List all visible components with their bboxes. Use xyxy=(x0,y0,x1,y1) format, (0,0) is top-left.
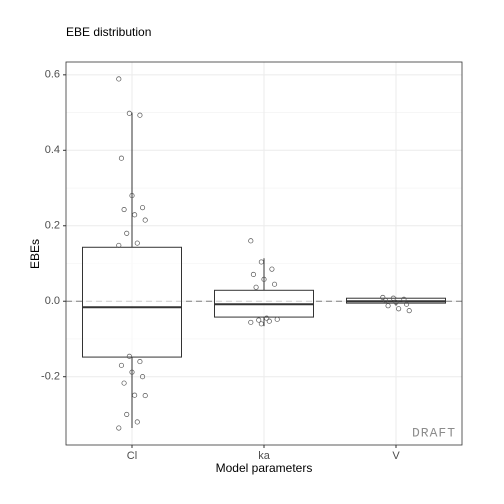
x-tick-label: V xyxy=(392,450,400,462)
data-point xyxy=(393,299,399,305)
data-point xyxy=(137,359,143,365)
y-tick-label: 0.6 xyxy=(45,69,60,81)
y-tick-label: 0.0 xyxy=(45,295,60,307)
x-tick-label: Cl xyxy=(127,450,137,462)
data-point xyxy=(116,76,122,82)
data-point xyxy=(142,393,148,399)
data-point xyxy=(390,295,396,301)
y-tick-label: -0.2 xyxy=(41,371,60,383)
data-point xyxy=(126,110,132,116)
data-point xyxy=(385,303,391,309)
data-point xyxy=(124,230,130,236)
data-point xyxy=(266,318,272,324)
data-point xyxy=(274,316,280,322)
y-tick-label: 0.2 xyxy=(45,220,60,232)
data-point xyxy=(134,240,140,246)
data-point xyxy=(116,425,122,431)
data-point xyxy=(248,319,254,325)
data-point xyxy=(129,193,135,199)
data-point xyxy=(258,321,264,327)
data-point xyxy=(272,281,278,287)
data-point xyxy=(132,212,138,218)
data-point xyxy=(134,419,140,425)
y-tick-label: 0.4 xyxy=(45,144,60,156)
data-point xyxy=(404,301,410,307)
data-point xyxy=(124,411,130,417)
x-axis-label: Model parameters xyxy=(216,461,313,475)
data-point xyxy=(137,112,143,118)
data-point xyxy=(116,242,122,248)
box xyxy=(82,246,182,358)
data-point xyxy=(256,317,262,323)
data-point xyxy=(250,271,256,277)
data-point xyxy=(261,276,267,282)
data-point xyxy=(264,315,270,321)
data-point xyxy=(248,238,254,244)
data-point xyxy=(269,266,275,272)
data-point xyxy=(396,306,402,312)
data-point xyxy=(401,296,407,302)
data-point xyxy=(140,374,146,380)
data-point xyxy=(258,259,264,265)
data-point xyxy=(129,369,135,375)
data-point xyxy=(118,362,124,368)
x-tick-label: ka xyxy=(258,450,271,462)
y-axis-label: EBEs xyxy=(28,239,42,269)
data-point xyxy=(126,353,132,359)
data-point xyxy=(132,392,138,398)
data-point xyxy=(121,206,127,213)
data-point xyxy=(118,155,124,161)
watermark: DRAFT xyxy=(412,425,456,440)
data-point xyxy=(140,205,146,211)
data-point xyxy=(382,297,388,304)
data-point xyxy=(406,308,412,314)
chart-title: EBE distribution xyxy=(66,25,151,39)
panel-border xyxy=(65,61,463,446)
data-point xyxy=(121,380,127,386)
data-point xyxy=(253,284,259,290)
data-point xyxy=(380,294,386,301)
data-point xyxy=(142,217,148,223)
